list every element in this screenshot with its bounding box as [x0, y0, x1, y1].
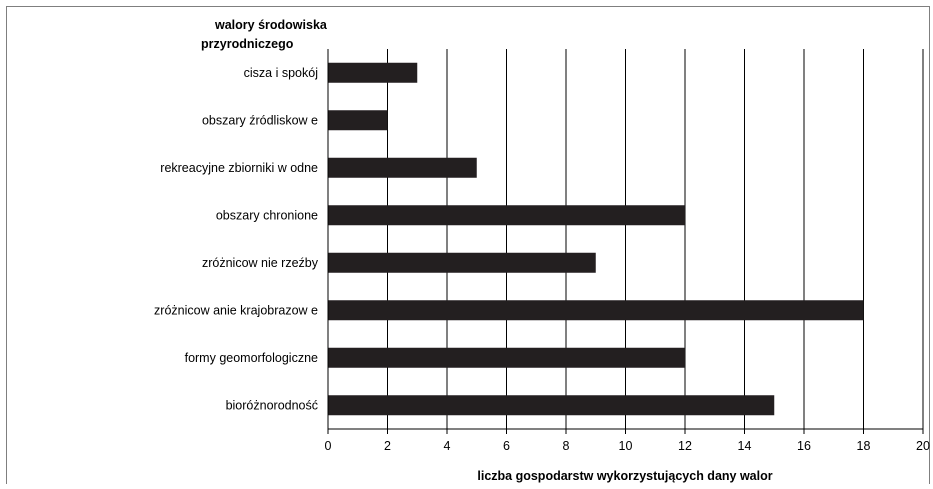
x-tick-label: 0: [325, 439, 332, 453]
x-tick-label: 2: [384, 439, 391, 453]
category-label: zróżnicow anie krajobrazow e: [154, 303, 318, 317]
x-tick-label: 12: [678, 439, 692, 453]
bar: [328, 63, 417, 83]
bar: [328, 110, 388, 130]
x-tick-label: 4: [444, 439, 451, 453]
x-tick-label: 6: [503, 439, 510, 453]
category-label: rekreacyjne zbiorniki w odne: [160, 161, 318, 175]
category-label: obszary źródliskow e: [202, 113, 318, 127]
x-tick-label: 18: [857, 439, 871, 453]
category-label: formy geomorfologiczne: [185, 351, 318, 365]
chart-title-line-1: walory środowiska: [214, 18, 328, 32]
bar: [328, 300, 864, 320]
x-tick-label: 10: [619, 439, 633, 453]
category-label: obszary chronione: [216, 208, 318, 222]
bars: [328, 63, 864, 416]
x-axis: 0 2 4 6 8 10 12 14 16 18 20: [325, 49, 930, 453]
chart-title-line-2: przyrodniczego: [201, 37, 294, 51]
bar: [328, 253, 596, 273]
category-label: zróżnicow nie rzeźby: [202, 256, 319, 270]
x-tick-label: 16: [797, 439, 811, 453]
category-label: bioróżnorodność: [226, 398, 318, 412]
x-axis-label: liczba gospodarstw wykorzystujących dany…: [477, 469, 772, 483]
bar: [328, 205, 685, 225]
x-tick-label: 20: [916, 439, 930, 453]
category-label: cisza i spokój: [244, 66, 318, 80]
bar: [328, 395, 774, 415]
gridlines: [388, 49, 924, 429]
x-tick-label: 8: [563, 439, 570, 453]
bar: [328, 158, 477, 178]
x-tick-label: 14: [738, 439, 752, 453]
bar: [328, 348, 685, 368]
category-labels: cisza i spokój obszary źródliskow e rekrea…: [154, 66, 319, 413]
